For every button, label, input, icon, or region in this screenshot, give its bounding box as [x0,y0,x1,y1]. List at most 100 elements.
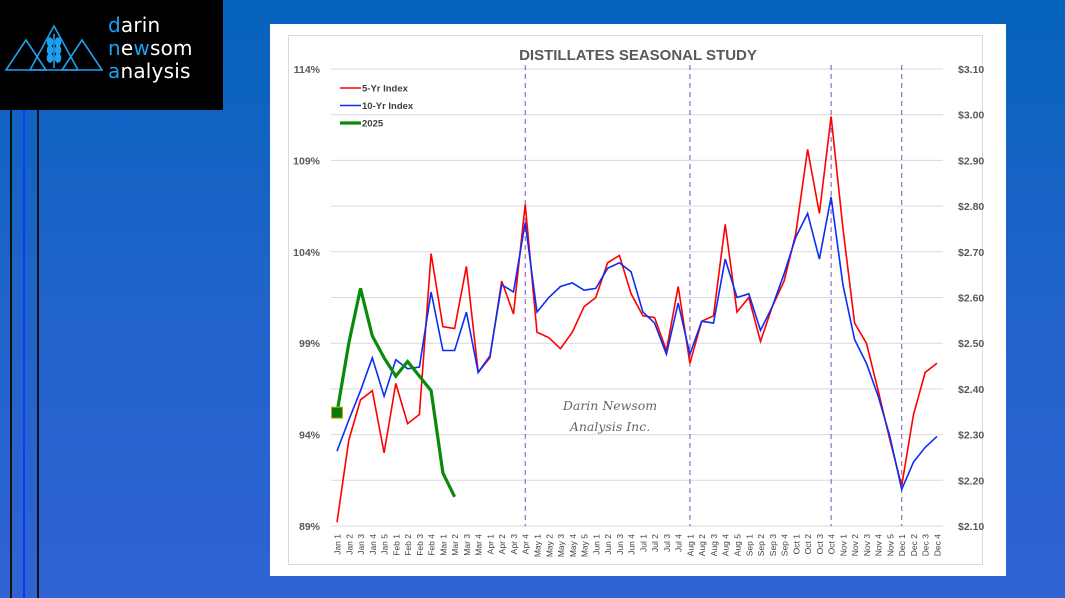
x-tick-label: Sep 3 [768,534,778,556]
gridlines [331,68,943,527]
x-tick-label: May 4 [568,534,578,557]
x-tick-label: Nov 2 [850,534,860,556]
series-2025 [335,288,457,498]
x-tick-label: Apr 2 [497,534,507,555]
x-tick-label: Jun 2 [603,534,613,555]
y-axis-left: 89% 94% 99% 104% 109% 114% [293,64,321,533]
x-tick-label: Sep 2 [756,534,766,556]
x-axis: Jan 1 Jan 2 Jan 3 Jan 4 Jan 5 Feb 1 Feb 2 Feb 3… [333,534,943,557]
x-tick-label: Aug 5 [733,534,743,556]
y-tick-label: 94% [299,430,321,442]
watermark-line-1: Darin Newsom [562,398,657,413]
brand-letter: w [133,36,150,60]
y2-tick-label: $3.10 [958,64,984,76]
x-tick-label: May 5 [580,534,590,557]
y2-tick-label: $3.00 [958,110,984,122]
y2-tick-label: $2.40 [958,384,984,396]
x-tick-label: Mar 3 [462,534,472,556]
x-tick-label: Jun 1 [591,534,601,555]
y-axis-right: $2.10 $2.20 $2.30 $2.40 $2.50 $2.60 $2.70 $2.80… [958,64,984,533]
mountain-wheat-logo-icon [4,24,104,71]
x-tick-label: Dec 3 [921,534,931,556]
x-tick-label: May 2 [544,534,554,557]
x-tick-label: Mar 2 [450,534,460,556]
y-tick-label: 99% [299,338,321,350]
brand-text: nalysis [120,59,191,83]
y-tick-label: 104% [293,247,321,259]
x-tick-label: Aug 4 [721,534,731,556]
x-tick-label: Jan 5 [380,534,390,555]
decor-line-black-1 [10,110,12,598]
x-tick-label: Oct 4 [827,534,837,555]
x-tick-label: Nov 1 [838,534,848,556]
x-tick-label: Aug 2 [697,534,707,556]
series-10yr-index [336,196,938,492]
y2-tick-label: $2.80 [958,201,984,213]
x-tick-label: Sep 1 [744,534,754,556]
x-tick-label: Jun 3 [615,534,625,555]
x-tick-label: Apr 1 [485,534,495,555]
y2-tick-label: $2.20 [958,475,984,487]
x-tick-label: Jul 1 [638,534,648,552]
x-tick-label: May 1 [533,534,543,557]
x-tick-label: Aug 3 [709,534,719,556]
x-tick-label: Nov 4 [874,534,884,556]
y2-tick-label: $2.10 [958,521,984,533]
season-dividers [524,65,903,526]
y2-tick-label: $2.70 [958,247,984,259]
x-tick-label: Oct 1 [791,534,801,555]
brand-text: arin [120,13,161,37]
x-tick-label: Apr 3 [509,534,519,555]
watermark-line-2: Analysis Inc. [569,419,650,434]
legend-label-5yr-index: 5-Yr Index [362,84,409,95]
brand-text: e [120,36,134,60]
x-tick-label: Feb 3 [415,534,425,556]
brand-letter: d [108,13,121,37]
y-tick-label: 114% [294,64,321,76]
x-tick-label: Dec 2 [909,534,919,556]
series-2025-start-marker [331,406,343,419]
x-tick-label: Jan 3 [356,534,366,555]
x-tick-label: Feb 2 [403,534,413,556]
x-tick-label: Dec 1 [897,534,907,556]
series-lines [331,116,938,523]
x-tick-label: Aug 1 [685,534,695,556]
x-tick-label: Jan 2 [344,534,354,555]
brand-logo: darin newsom analysis [0,0,223,110]
legend-label-2025: 2025 [362,119,384,130]
legend: 5-Yr Index 10-Yr Index 2025 [340,84,414,130]
brand-name: darin newsom analysis [108,14,193,83]
y2-tick-label: $2.90 [958,155,984,167]
x-tick-label: Feb 1 [391,534,401,556]
y2-tick-label: $2.50 [958,338,984,350]
brand-letter: n [108,36,121,60]
x-tick-label: Dec 4 [933,534,943,556]
brand-line-newsom: newsom [108,37,193,60]
chart-card [270,24,1006,576]
x-tick-label: Nov 5 [885,534,895,556]
chart-frame [288,35,983,565]
x-tick-label: Sep 4 [780,534,790,556]
x-tick-label: Jul 2 [650,534,660,552]
x-tick-label: Oct 2 [803,534,813,555]
x-tick-label: Nov 3 [862,534,872,556]
x-tick-label: Jul 3 [662,534,672,552]
y2-tick-label: $2.30 [958,430,984,442]
x-tick-label: Feb 4 [427,534,437,556]
y2-tick-label: $2.60 [958,293,984,305]
x-tick-label: Mar 4 [474,534,484,556]
x-tick-label: Oct 3 [815,534,825,555]
x-tick-label: Mar 1 [438,534,448,556]
brand-line-analysis: analysis [108,60,193,83]
decor-line-blue [23,110,25,598]
brand-line-darin: darin [108,14,193,37]
x-tick-label: Jun 4 [627,534,637,555]
watermark: Darin Newsom Analysis Inc. [562,398,657,434]
decor-line-black-2 [37,110,39,598]
series-5yr-index [336,116,938,523]
brand-letter: a [108,59,121,83]
y-tick-label: 109% [293,155,321,167]
legend-label-10yr-index: 10-Yr Index [362,101,414,112]
brand-text: som [149,36,193,60]
